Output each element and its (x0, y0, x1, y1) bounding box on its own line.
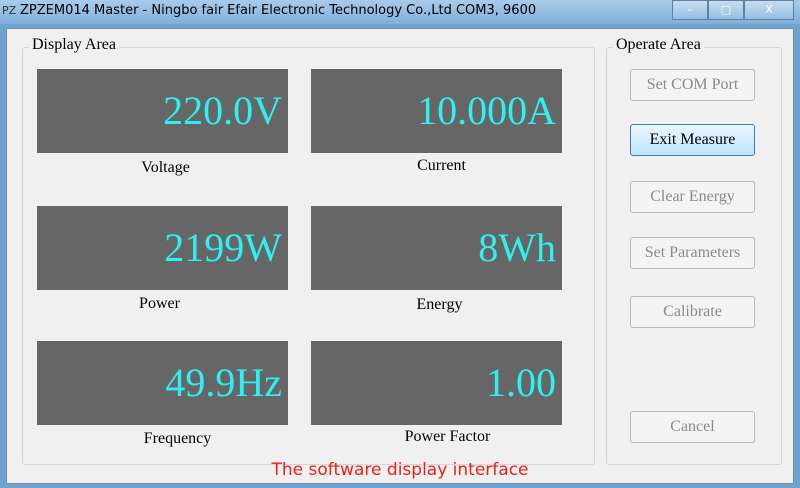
power-label: Power (139, 295, 180, 312)
title-bar: PZ ZPZEM014 Master - Ningbo fair Efair E… (0, 0, 800, 24)
app-icon: PZ (2, 4, 17, 17)
set-com-port-button[interactable]: Set COM Port (630, 69, 755, 101)
energy-label: Energy (416, 296, 463, 313)
frequency-label: Frequency (143, 430, 212, 447)
minimize-button[interactable]: – (672, 0, 708, 20)
operate-area-group: Operate Area (606, 36, 782, 465)
operate-area-label: Operate Area (613, 36, 704, 54)
close-button[interactable]: X (744, 0, 794, 20)
frequency-display: 49.9Hz (37, 341, 288, 425)
current-label: Current (417, 157, 466, 174)
power-factor-display: 1.00 (311, 341, 562, 425)
clear-energy-button[interactable]: Clear Energy (630, 181, 755, 213)
calibrate-button[interactable]: Calibrate (630, 296, 755, 328)
energy-display: 8Wh (311, 206, 562, 290)
voltage-display: 220.0V (37, 69, 288, 153)
current-display: 10.000A (311, 69, 562, 153)
exit-measure-button[interactable]: Exit Measure (630, 124, 755, 156)
maximize-button[interactable]: □ (708, 0, 744, 20)
voltage-label: Voltage (141, 159, 190, 176)
cancel-button[interactable]: Cancel (630, 411, 755, 443)
caption: The software display interface (271, 460, 529, 480)
set-parameters-button[interactable]: Set Parameters (630, 237, 755, 269)
power-display: 2199W (37, 206, 288, 290)
window-title: ZPZEM014 Master - Ningbo fair Efair Elec… (20, 3, 537, 18)
power-factor-label: Power Factor (404, 428, 491, 445)
display-area-group: Display Area (22, 36, 595, 465)
display-area-label: Display Area (29, 36, 119, 54)
